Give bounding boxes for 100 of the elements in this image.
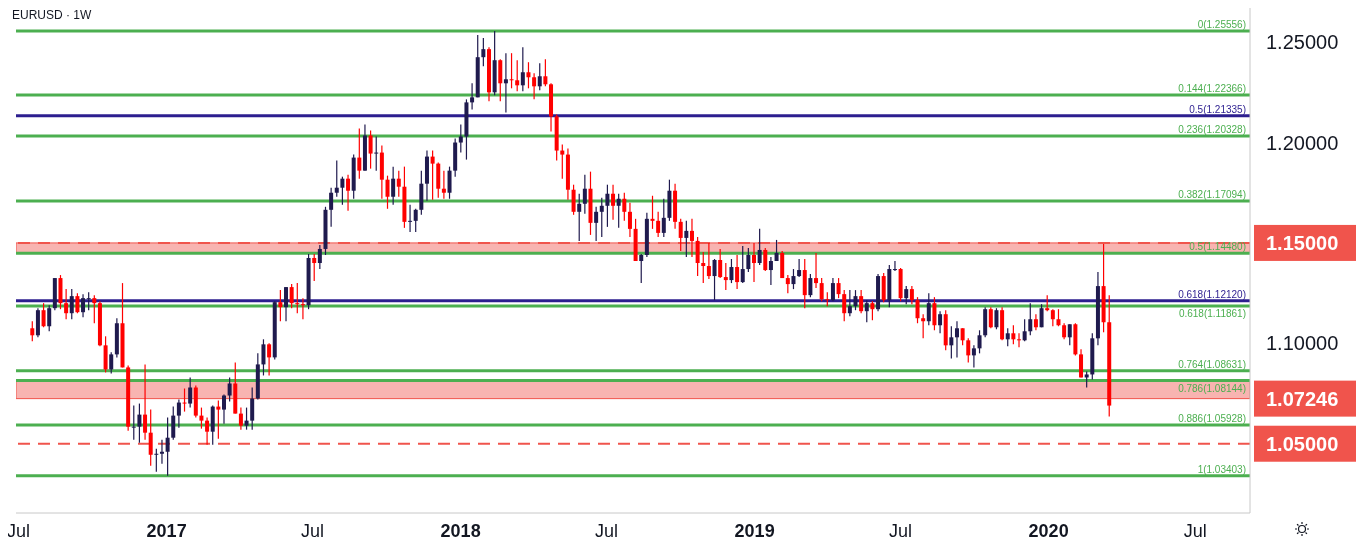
candlestick [701, 251, 706, 284]
candlestick [131, 404, 136, 441]
candlestick [605, 184, 610, 228]
candlestick [994, 307, 999, 330]
candlestick [622, 192, 627, 222]
candlestick [537, 62, 542, 91]
candlestick [64, 288, 69, 320]
candlestick [503, 52, 508, 114]
candlestick [842, 289, 847, 322]
candlestick [594, 206, 599, 242]
candlestick [650, 195, 655, 230]
ref-line-label: 0.764(1.08631) [1178, 358, 1246, 370]
y-tick-label: 1.20000 [1266, 131, 1339, 154]
candlestick [678, 218, 683, 252]
candlestick [577, 193, 582, 242]
candlestick [599, 197, 604, 238]
candlestick [520, 46, 525, 92]
candlestick [92, 294, 97, 324]
candlestick [317, 244, 322, 270]
candlestick [1028, 302, 1033, 336]
candlestick [470, 82, 475, 110]
candlestick [757, 228, 762, 266]
candlestick [560, 143, 565, 180]
candlestick [864, 299, 869, 323]
candlestick [966, 337, 971, 363]
ref-line-label: 0.618(1.12120) [1178, 288, 1246, 300]
ref-line-label: 0.618(1.11861) [1178, 307, 1246, 319]
candlestick [244, 406, 249, 431]
candlestick [154, 448, 159, 473]
candlestick [346, 174, 351, 212]
candlestick [1005, 327, 1010, 347]
candlestick [238, 406, 243, 431]
candlestick [768, 256, 773, 286]
candlestick [870, 300, 875, 321]
ref-line-label: 0.236(1.20328) [1178, 123, 1246, 135]
candlestick [684, 220, 689, 258]
candlestick [954, 320, 959, 358]
candlestick [171, 405, 176, 441]
candlestick [289, 283, 294, 309]
candlestick [543, 58, 548, 87]
candlestick [481, 37, 486, 67]
candlestick [413, 208, 418, 233]
candlestick [752, 242, 756, 283]
candlestick [41, 302, 46, 328]
candlestick [216, 399, 221, 440]
ref-line-label: 0.382(1.17094) [1178, 188, 1246, 200]
candlestick [639, 253, 644, 284]
candlestick [250, 386, 255, 431]
candlestick [30, 320, 35, 342]
candlestick [143, 363, 148, 441]
candlestick [509, 52, 514, 89]
candlestick [836, 277, 841, 299]
candlestick [165, 417, 170, 477]
ref-line-label: 0.5(1.14480) [1189, 241, 1246, 253]
candlestick [374, 135, 379, 172]
candlestick [656, 211, 661, 238]
candlestick [526, 61, 531, 89]
ref-line-label: 0.786(1.08144) [1178, 382, 1246, 394]
candlestick [627, 202, 632, 238]
candlestick [938, 310, 943, 334]
ref-line-label: 0.144(1.22366) [1178, 83, 1246, 95]
candlestick [69, 288, 74, 320]
candlestick [334, 160, 339, 198]
candlestick [396, 170, 401, 198]
candlestick [148, 408, 153, 467]
candlestick [385, 175, 390, 210]
x-tick-label: Jul [6, 521, 30, 541]
candlestick [611, 184, 616, 221]
candlestick [797, 258, 802, 278]
candlestick [853, 289, 858, 311]
candlestick [137, 402, 142, 444]
ref-line-label: 0.886(1.05928) [1178, 413, 1246, 425]
candlestick [735, 254, 740, 290]
candlestick [532, 72, 537, 100]
candlestick [447, 166, 452, 200]
candlestick [222, 393, 226, 425]
candlestick [278, 289, 283, 322]
candlestick [261, 338, 266, 377]
candlestick [1017, 332, 1022, 348]
candlestick [441, 170, 446, 200]
ref-line-label: 0(1.25556) [1197, 18, 1246, 30]
x-tick-label: 2018 [440, 521, 481, 541]
candlestick [909, 285, 914, 305]
x-tick-label: 2017 [146, 521, 187, 541]
candlestick [300, 297, 305, 320]
candlestick [859, 289, 864, 314]
ref-line-label: 0.5(1.21335) [1189, 103, 1246, 115]
candlestick [176, 398, 181, 429]
candlestick [915, 296, 920, 324]
candlestick [723, 262, 728, 291]
candlestick [182, 387, 187, 413]
candlestick [312, 253, 317, 282]
candlestick [75, 292, 80, 314]
candlestick [368, 129, 373, 170]
x-tick-label: 2019 [734, 521, 775, 541]
candlestick [808, 273, 813, 298]
candlestick [892, 260, 897, 272]
candlestick [977, 329, 982, 354]
candlestick [1022, 318, 1027, 342]
candlestick [295, 282, 300, 314]
